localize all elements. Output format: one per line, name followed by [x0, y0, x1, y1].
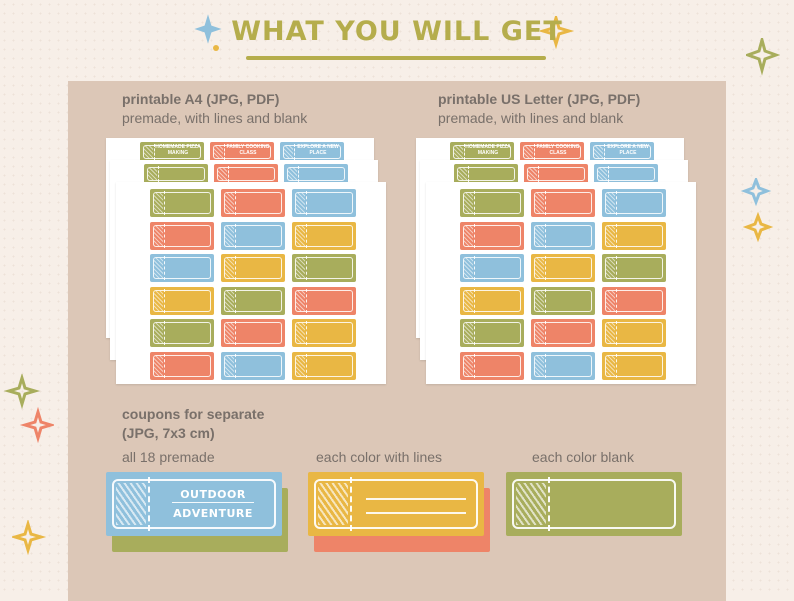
mini-ticket	[531, 319, 595, 347]
option-label-premade: all 18 premade	[122, 449, 215, 465]
sparkle-icon	[540, 16, 575, 50]
sparkle-icon	[194, 14, 222, 51]
mini-ticket-text: FAMILY COOKING CLASS	[226, 144, 270, 156]
mini-ticket-text: EXPLORE A NEW PLACE	[297, 144, 339, 156]
mini-ticket	[150, 351, 214, 380]
sparkle-icon	[4, 374, 54, 444]
mini-ticket	[292, 351, 356, 380]
mini-ticket	[221, 351, 285, 380]
option-label-blank: each color blank	[532, 449, 634, 465]
mini-ticket	[602, 286, 666, 315]
coupon-sample-lines	[308, 472, 484, 536]
a4-label: printable A4 (JPG, PDF) premade, with li…	[122, 91, 308, 126]
mini-ticket	[460, 189, 524, 217]
mini-ticket	[594, 164, 658, 184]
mini-ticket	[292, 189, 356, 217]
mini-ticket	[221, 319, 285, 347]
mini-ticket	[221, 221, 285, 250]
mini-ticket-text: FAMILY COOKING CLASS	[536, 144, 580, 156]
mini-ticket: HOMEMADE PIZZA MAKING	[140, 142, 204, 162]
mini-ticket	[460, 221, 524, 250]
mini-ticket	[150, 286, 214, 315]
option-label-lines: each color with lines	[316, 449, 443, 465]
mini-ticket-text: HOMEMADE PIZZA MAKING	[465, 144, 511, 156]
mini-ticket-text: EXPLORE A NEW PLACE	[607, 144, 649, 156]
mini-ticket	[454, 164, 518, 184]
mini-ticket: EXPLORE A NEW PLACE	[280, 142, 344, 162]
mini-ticket	[602, 319, 666, 347]
mini-ticket	[602, 189, 666, 217]
mini-ticket	[284, 164, 348, 184]
sparkle-icon	[746, 38, 780, 76]
mini-ticket	[531, 189, 595, 217]
coupon-sample-blank	[506, 472, 682, 536]
mini-ticket: EXPLORE A NEW PLACE	[590, 142, 654, 162]
mini-ticket	[292, 254, 356, 282]
mini-ticket	[150, 221, 214, 250]
mini-ticket	[460, 319, 524, 347]
us-letter-label: printable US Letter (JPG, PDF) premade, …	[438, 91, 641, 126]
mini-ticket	[460, 286, 524, 315]
coupon-text-line1: OUTDOOR	[180, 488, 246, 501]
mini-ticket	[292, 319, 356, 347]
mini-ticket	[602, 351, 666, 380]
mini-ticket	[531, 351, 595, 380]
coupon-text-line2: ADVENTURE	[173, 507, 253, 520]
mini-ticket: FAMILY COOKING CLASS	[210, 142, 274, 162]
mini-ticket	[292, 286, 356, 315]
mini-ticket	[531, 221, 595, 250]
mini-ticket	[292, 221, 356, 250]
mini-ticket	[602, 221, 666, 250]
mini-ticket	[150, 254, 214, 282]
coupon-sample-premade: OUTDOOR ADVENTURE	[106, 472, 282, 536]
mini-ticket	[144, 164, 208, 184]
mini-ticket	[221, 254, 285, 282]
mini-ticket	[602, 254, 666, 282]
mini-ticket	[460, 351, 524, 380]
mini-ticket	[221, 189, 285, 217]
page-title: WHAT YOU WILL GET	[231, 16, 563, 47]
mini-ticket	[150, 319, 214, 347]
mini-ticket	[524, 164, 588, 184]
separate-label: coupons for separate (JPG, 7x3 cm)	[122, 406, 265, 441]
title-underline	[246, 56, 546, 60]
mini-ticket	[531, 254, 595, 282]
mini-ticket	[221, 286, 285, 315]
mini-ticket	[460, 254, 524, 282]
mini-ticket: HOMEMADE PIZZA MAKING	[450, 142, 514, 162]
mini-ticket	[531, 286, 595, 315]
mini-ticket	[214, 164, 278, 184]
mini-ticket: FAMILY COOKING CLASS	[520, 142, 584, 162]
sparkle-icon	[12, 520, 47, 556]
mini-ticket-text: HOMEMADE PIZZA MAKING	[155, 144, 201, 156]
sparkle-icon	[740, 178, 774, 243]
mini-ticket	[150, 189, 214, 217]
